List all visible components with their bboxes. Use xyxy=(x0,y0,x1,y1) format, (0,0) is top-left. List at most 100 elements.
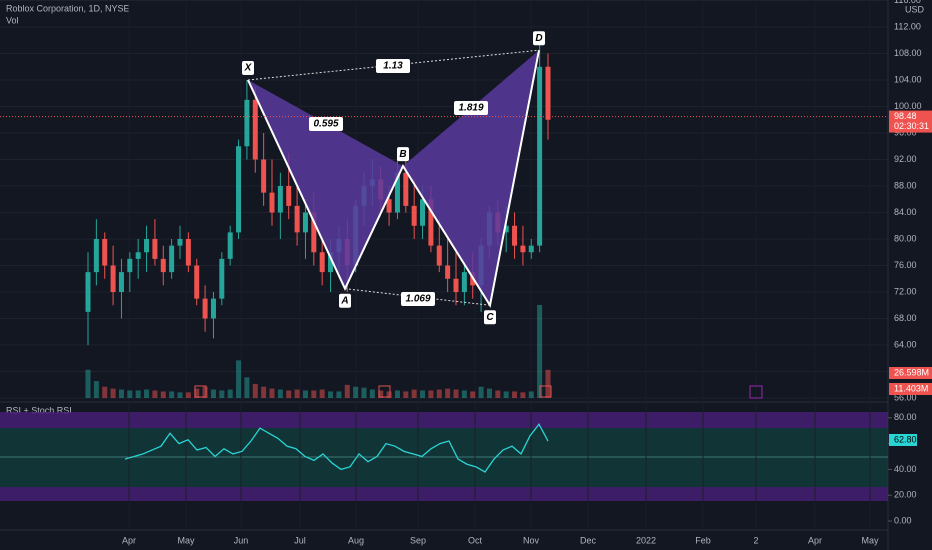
volume-bar xyxy=(436,389,442,398)
candle-body xyxy=(110,265,116,292)
candle-body xyxy=(185,239,191,266)
volume-bar xyxy=(495,390,501,398)
pattern-point-label: B xyxy=(399,149,406,160)
earnings-marker xyxy=(539,385,552,398)
volume-ma-badge xyxy=(889,383,932,395)
pattern-point-box xyxy=(484,310,496,325)
volume-bar xyxy=(152,390,158,398)
volume-bar xyxy=(369,389,375,398)
ratio-box xyxy=(401,292,435,306)
price-tick-label: 84.00 xyxy=(894,207,917,217)
earnings-marker xyxy=(378,385,391,398)
time-label: Feb xyxy=(695,535,711,545)
rsi-band-mid xyxy=(0,428,888,487)
volume-bar xyxy=(520,392,526,398)
time-label: Apr xyxy=(808,535,822,545)
volume-bar xyxy=(277,389,283,398)
candle-body xyxy=(135,252,141,259)
earnings-marker xyxy=(749,385,763,399)
pattern-point-label: D xyxy=(535,33,542,44)
price-tick-label: 116.00 xyxy=(894,0,921,5)
volume-bar xyxy=(102,386,108,398)
time-label: Apr xyxy=(122,535,136,545)
candle-body xyxy=(144,239,150,253)
volume-bar xyxy=(269,388,275,398)
time-label: Jun xyxy=(234,535,249,545)
ratio-label: 1.069 xyxy=(405,294,430,305)
volume-bar xyxy=(160,391,166,398)
candle-body xyxy=(286,186,292,206)
candle-body xyxy=(420,199,426,226)
candle-body xyxy=(236,146,242,233)
time-label: May xyxy=(177,535,195,545)
candle-body xyxy=(453,278,459,292)
price-tick-label: 80.00 xyxy=(894,233,917,243)
pattern-bcd xyxy=(403,50,539,306)
volume-bar xyxy=(227,389,233,398)
volume-bar xyxy=(486,388,492,398)
candle-body xyxy=(118,272,124,292)
candle-body xyxy=(520,245,526,253)
volume-bar xyxy=(144,389,150,398)
candle-body xyxy=(127,258,133,273)
volume-bar xyxy=(445,388,451,398)
volume-bar xyxy=(394,390,400,398)
candle-body xyxy=(219,258,225,299)
ratio-box xyxy=(454,101,488,115)
volume-bar xyxy=(286,390,292,398)
candle-body xyxy=(403,172,409,206)
volume-bar xyxy=(512,391,518,398)
pattern-xab xyxy=(248,80,403,289)
volume-bar xyxy=(411,389,417,398)
candle-body xyxy=(85,272,91,312)
time-label: Sep xyxy=(410,535,426,545)
volume-bar xyxy=(244,377,250,398)
candle-body xyxy=(294,205,300,233)
candle-body xyxy=(169,245,175,273)
ratio-label: 1.819 xyxy=(458,103,483,114)
price-tick-label: 88.00 xyxy=(894,180,917,190)
ratio-label: 0.595 xyxy=(313,119,338,130)
rsi-tick-label: 40.00 xyxy=(894,464,917,474)
candle-body xyxy=(177,239,183,246)
candle-body xyxy=(386,199,392,213)
pattern-point-box xyxy=(533,31,545,46)
price-tick-label: 76.00 xyxy=(894,260,917,270)
volume-bar xyxy=(478,386,484,398)
candle-body xyxy=(445,265,451,279)
candle-body xyxy=(428,199,434,246)
pattern-point-box xyxy=(242,61,254,75)
time-label: May xyxy=(861,535,879,545)
pattern-point-label: C xyxy=(486,312,494,323)
candle-body xyxy=(277,186,283,213)
indicator-label: RSI + Stoch RSI xyxy=(6,405,72,415)
volume-bar xyxy=(319,389,325,398)
rsi-line xyxy=(124,423,549,473)
volume-bar xyxy=(361,387,367,398)
countdown-label: 02:30:31 xyxy=(894,121,929,131)
volume-badge-label: 26.598M xyxy=(894,367,929,377)
volume-bar xyxy=(261,386,267,398)
pattern-point-box xyxy=(397,147,409,162)
candle-body xyxy=(394,172,400,213)
volume-bar xyxy=(461,390,467,398)
volume-bar xyxy=(127,390,133,398)
ratio-box xyxy=(309,117,343,131)
candle-body xyxy=(152,239,158,259)
volume-bar xyxy=(169,391,175,398)
volume-bar xyxy=(503,391,509,398)
volume-label: Vol xyxy=(6,15,19,25)
pattern-point-label: X xyxy=(244,63,253,74)
price-tick-label: 108.00 xyxy=(894,48,922,58)
candle-body xyxy=(93,239,99,273)
volume-bar xyxy=(236,360,242,398)
price-tick-label: 100.00 xyxy=(894,101,922,111)
time-label: 2022 xyxy=(636,535,656,545)
candle-body xyxy=(503,225,509,233)
candle-body xyxy=(210,298,216,319)
volume-ma-badge-label: 11.403M xyxy=(894,383,928,393)
candle-body xyxy=(194,265,200,299)
candle-body xyxy=(102,239,108,266)
ratio-label: 1.13 xyxy=(383,61,403,72)
